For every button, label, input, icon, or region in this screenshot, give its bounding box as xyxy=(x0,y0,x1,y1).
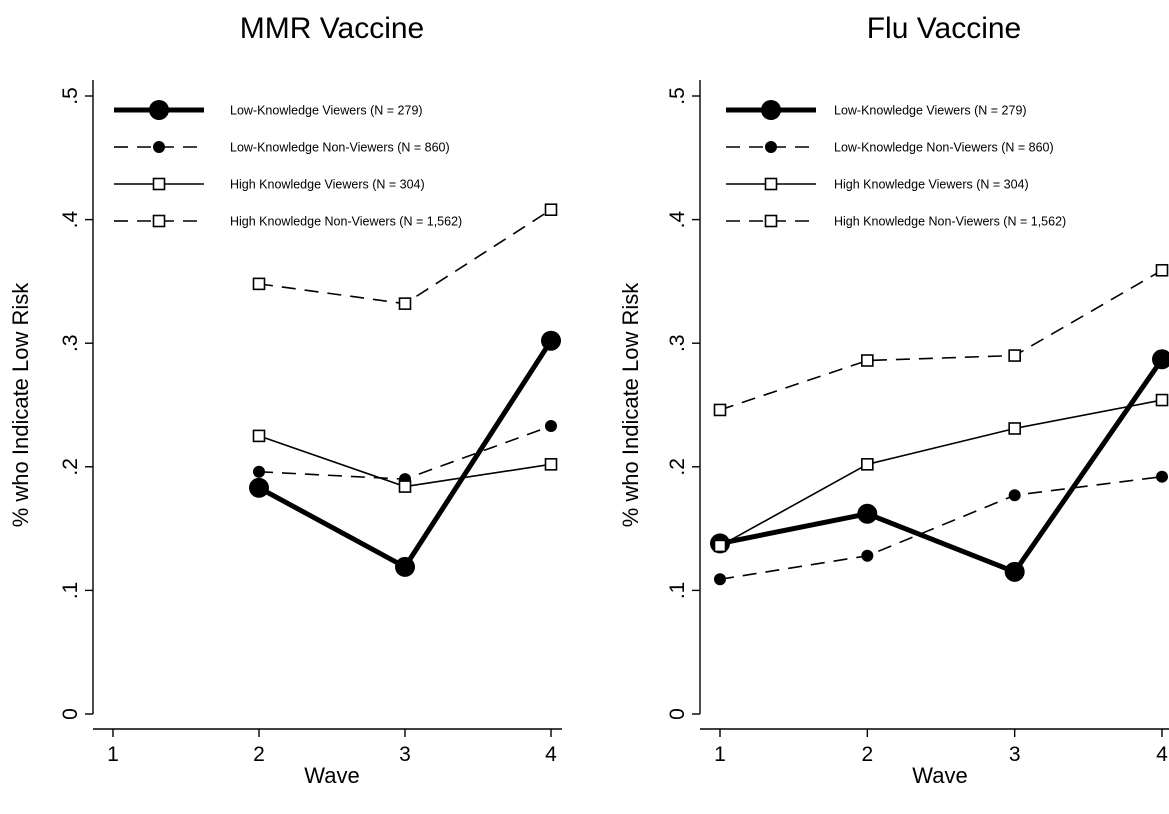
x-tick-label: 1 xyxy=(107,743,119,766)
chart-title: MMR Vaccine xyxy=(240,12,424,45)
legend-label: High Knowledge Non-Viewers (N = 1,562) xyxy=(230,215,462,229)
data-point xyxy=(1008,349,1021,362)
y-axis-label: % who Indicate Low Risk xyxy=(618,282,643,528)
data-point xyxy=(1156,470,1168,483)
x-axis-label: Wave xyxy=(912,763,967,788)
series-line xyxy=(719,399,1163,547)
y-tick-label: .1 xyxy=(666,582,689,600)
data-point xyxy=(1155,393,1169,407)
x-tick-label: 4 xyxy=(545,743,557,766)
data-point xyxy=(249,477,269,498)
y-tick-label: .3 xyxy=(666,334,689,352)
y-axis-label: % who Indicate Low Risk xyxy=(8,282,33,528)
series-1 xyxy=(710,349,1169,582)
x-tick-label: 3 xyxy=(399,743,411,766)
x-tick-label: 2 xyxy=(253,743,265,766)
legend-marker xyxy=(152,177,166,191)
data-point xyxy=(861,458,874,471)
data-point xyxy=(253,465,265,478)
y-tick-label: .5 xyxy=(666,87,689,105)
series-3 xyxy=(252,429,558,493)
legend-marker xyxy=(764,214,778,228)
series-line xyxy=(719,269,1163,411)
data-point xyxy=(861,549,874,562)
data-point xyxy=(395,556,415,577)
x-tick-label: 3 xyxy=(1009,743,1021,766)
data-point xyxy=(861,354,874,367)
y-tick-label: .4 xyxy=(59,211,82,229)
data-point xyxy=(544,203,558,217)
data-point xyxy=(541,330,561,351)
data-point xyxy=(252,277,266,291)
y-tick-label: 0 xyxy=(59,708,82,720)
y-tick-label: .2 xyxy=(59,458,82,476)
y-tick-label: .4 xyxy=(666,211,689,229)
chart-panel-1: MMR Vaccine 0 .1 .2 .3 .4 .5 1 2 3 4 Wave % who Indi… xyxy=(8,12,562,788)
legend-label: High Knowledge Non-Viewers (N = 1,562) xyxy=(834,215,1066,229)
data-point xyxy=(713,539,727,553)
legend-label: Low-Knowledge Viewers (N = 279) xyxy=(230,104,423,118)
data-point xyxy=(1152,349,1169,370)
legend-label: High Knowledge Viewers (N = 304) xyxy=(230,178,425,192)
data-point xyxy=(398,480,412,493)
legend: Low-Knowledge Viewers (N = 279) Low-Knowl… xyxy=(726,100,1066,229)
legend-marker xyxy=(152,214,166,228)
y-tick-label: .3 xyxy=(59,334,82,352)
series-line xyxy=(719,475,1163,581)
data-point xyxy=(252,429,266,443)
legend-label: Low-Knowledge Non-Viewers (N = 860) xyxy=(834,141,1054,155)
data-point xyxy=(398,297,412,310)
legend-marker xyxy=(765,141,777,153)
data-point xyxy=(713,403,727,417)
data-point xyxy=(857,503,878,524)
series-4 xyxy=(713,263,1169,417)
legend-marker xyxy=(149,100,169,120)
x-tick-label: 2 xyxy=(861,743,873,766)
legend-label: Low-Knowledge Viewers (N = 279) xyxy=(834,104,1027,118)
series-2 xyxy=(253,420,557,486)
series-3 xyxy=(713,393,1169,553)
chart-panel-2: Flu Vaccine 0 .1 .2 .3 .4 .5 1 2 3 4 Wave % who Indi… xyxy=(618,12,1169,788)
legend-marker xyxy=(761,100,781,120)
data-point xyxy=(1008,422,1021,435)
data-point xyxy=(1008,489,1021,502)
x-tick-label: 1 xyxy=(714,743,726,766)
x-tick-label: 4 xyxy=(1156,743,1168,766)
x-axis-label: Wave xyxy=(304,763,359,788)
y-tick-label: .5 xyxy=(59,87,82,105)
data-point xyxy=(714,573,726,586)
legend-marker xyxy=(764,177,778,191)
chart-title: Flu Vaccine xyxy=(867,12,1022,45)
data-point xyxy=(545,420,557,433)
legend-label: Low-Knowledge Non-Viewers (N = 860) xyxy=(230,141,450,155)
series-4 xyxy=(252,203,558,310)
legend-marker xyxy=(153,141,165,153)
legend: Low-Knowledge Viewers (N = 279) Low-Knowl… xyxy=(114,100,462,229)
series-2 xyxy=(714,470,1168,586)
series-line xyxy=(719,357,1165,575)
series-1 xyxy=(249,330,561,577)
data-point xyxy=(1155,263,1169,277)
y-tick-label: .2 xyxy=(666,458,689,476)
y-tick-label: 0 xyxy=(666,708,689,720)
legend-label: High Knowledge Viewers (N = 304) xyxy=(834,178,1029,192)
data-point xyxy=(544,458,558,471)
y-tick-label: .1 xyxy=(59,582,82,600)
series-line xyxy=(257,339,554,570)
data-point xyxy=(1004,561,1025,582)
